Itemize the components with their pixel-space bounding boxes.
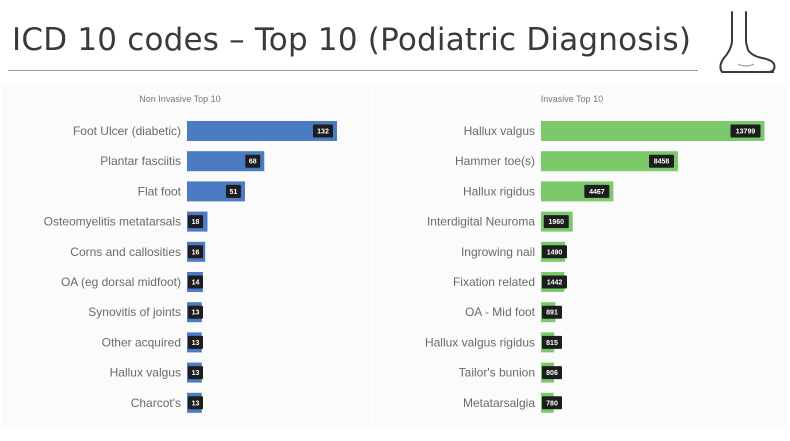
non-invasive-category-label: Osteomyelitis metatarsals — [44, 215, 181, 229]
invasive-category-label: Hallux rigidus — [463, 184, 535, 198]
non-invasive-value-label: 13 — [192, 400, 200, 407]
invasive-value-badge — [542, 335, 562, 349]
invasive-value-label: 1442 — [547, 280, 563, 287]
non-invasive-bar — [187, 121, 337, 141]
invasive-category-label: Hallux valgus — [464, 124, 535, 138]
invasive-category-label: OA - Mid foot — [465, 305, 536, 319]
non-invasive-category-label: Synovitis of joints — [88, 305, 181, 319]
invasive-category-label: Hammer toe(s) — [455, 154, 535, 168]
non-invasive-category-label: Charcot's — [131, 396, 181, 410]
non-invasive-category-label: Corns and callosities — [70, 245, 181, 259]
non-invasive-value-badge — [188, 215, 203, 229]
invasive-value-label: 8458 — [654, 159, 670, 166]
non-invasive-value-label: 68 — [249, 159, 257, 166]
non-invasive-value-label: 13 — [192, 310, 200, 317]
invasive-chart: Invasive Top 10 Hallux valgus 13799 Hammer … — [425, 94, 765, 413]
invasive-value-badge — [542, 275, 567, 289]
non-invasive-panel — [2, 84, 370, 428]
invasive-value-badge — [542, 366, 562, 380]
non-invasive-group: Non Invasive Top 10 Foot Ulcer (diabetic)… — [44, 94, 337, 413]
slide-title: ICD 10 codes – Top 10 (Podiatric Diagnos… — [12, 22, 692, 58]
invasive-bar — [541, 151, 678, 172]
non-invasive-value-badge — [188, 396, 203, 410]
non-invasive-value-label: 51 — [230, 189, 238, 196]
invasive-category-label: Interdigital Neuroma — [427, 215, 535, 229]
non-invasive-value-badge — [188, 275, 203, 289]
invasive-value-badge — [542, 305, 562, 319]
foot-outline-icon — [719, 11, 776, 73]
non-invasive-category-label: Plantar fasciitis — [100, 154, 181, 168]
non-invasive-chart: Non Invasive Top 10 Foot Ulcer (diabetic)… — [44, 94, 337, 413]
invasive-value-label: 806 — [546, 370, 558, 377]
non-invasive-value-label: 13 — [192, 340, 200, 347]
non-invasive-value-badge — [313, 124, 333, 138]
invasive-value-label: 891 — [546, 310, 558, 317]
invasive-value-badge — [542, 396, 562, 410]
title-divider — [8, 70, 698, 71]
invasive-category-label: Metatarsalgia — [463, 396, 535, 410]
invasive-value-badge — [730, 124, 761, 138]
non-invasive-category-label: OA (eg dorsal midfoot) — [61, 275, 181, 289]
invasive-value-label: 1490 — [547, 249, 563, 256]
invasive-value-badge — [648, 154, 674, 168]
invasive-value-label: 1960 — [548, 219, 564, 226]
invasive-group: Invasive Top 10 Hallux valgus 13799 Hammer … — [425, 94, 765, 413]
invasive-value-label: 4467 — [589, 189, 605, 196]
non-invasive-chart-title: Non Invasive Top 10 — [139, 94, 220, 104]
non-invasive-value-badge — [245, 154, 261, 168]
non-invasive-value-label: 18 — [192, 219, 200, 226]
invasive-value-badge — [542, 245, 567, 259]
invasive-value-badge — [543, 215, 569, 229]
non-invasive-bar — [187, 151, 265, 172]
non-invasive-category-label: Hallux valgus — [110, 366, 181, 380]
invasive-bar — [541, 121, 765, 141]
invasive-chart-title: Invasive Top 10 — [541, 94, 603, 104]
non-invasive-category-label: Other acquired — [102, 335, 181, 349]
non-invasive-value-label: 14 — [192, 280, 200, 287]
non-invasive-value-badge — [188, 366, 203, 380]
non-invasive-value-badge — [188, 335, 203, 349]
non-invasive-value-label: 13 — [192, 370, 200, 377]
invasive-value-label: 815 — [546, 340, 558, 347]
non-invasive-category-label: Foot Ulcer (diabetic) — [73, 124, 181, 138]
invasive-category-label: Ingrowing nail — [461, 245, 535, 259]
invasive-category-label: Fixation related — [453, 275, 535, 289]
non-invasive-category-label: Flat foot — [138, 184, 182, 198]
non-invasive-value-label: 132 — [317, 129, 329, 136]
invasive-value-label: 13799 — [736, 129, 756, 136]
invasive-value-badge — [584, 184, 610, 198]
invasive-panel — [372, 84, 786, 428]
non-invasive-value-badge — [225, 184, 241, 198]
invasive-category-label: Tailor's bunion — [459, 366, 535, 380]
invasive-value-label: 780 — [546, 400, 558, 407]
non-invasive-value-badge — [188, 245, 203, 259]
invasive-category-label: Hallux valgus rigidus — [425, 335, 535, 349]
non-invasive-value-label: 16 — [192, 249, 200, 256]
non-invasive-value-badge — [188, 305, 203, 319]
